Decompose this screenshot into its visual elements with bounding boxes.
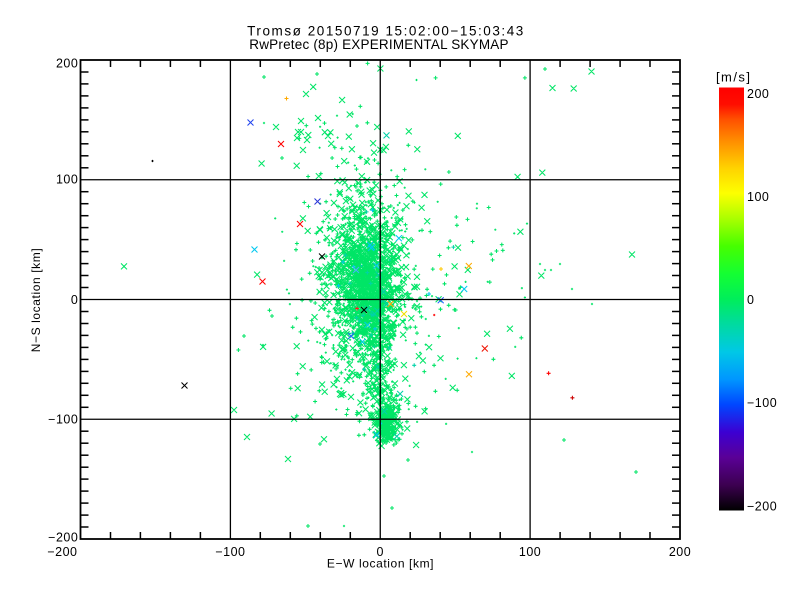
svg-text:100: 100 bbox=[56, 172, 78, 186]
svg-text:0: 0 bbox=[747, 293, 754, 307]
svg-text:−100: −100 bbox=[48, 413, 78, 427]
svg-text:E−W location [km]: E−W location [km] bbox=[327, 557, 434, 571]
svg-text:−100: −100 bbox=[747, 396, 777, 410]
svg-text:200: 200 bbox=[669, 545, 691, 559]
svg-text:0: 0 bbox=[376, 545, 383, 559]
svg-text:0: 0 bbox=[71, 293, 78, 307]
svg-text:RwPretec (8p) EXPERIMENTAL SKY: RwPretec (8p) EXPERIMENTAL SKYMAP bbox=[249, 37, 508, 52]
svg-text:−100: −100 bbox=[215, 545, 245, 559]
svg-text:Tromsø 20150719 15:02:00−15:03: Tromsø 20150719 15:02:00−15:03:43 bbox=[247, 24, 525, 39]
svg-text:N−S location [km]: N−S location [km] bbox=[29, 248, 43, 353]
svg-text:200: 200 bbox=[56, 57, 78, 71]
svg-text:−200: −200 bbox=[47, 545, 77, 559]
svg-text:−200: −200 bbox=[48, 531, 78, 545]
svg-text:200: 200 bbox=[747, 87, 769, 101]
svg-text:−200: −200 bbox=[747, 499, 777, 513]
svg-text:[m/s]: [m/s] bbox=[716, 70, 751, 85]
svg-text:100: 100 bbox=[747, 190, 769, 204]
svg-text:100: 100 bbox=[519, 545, 541, 559]
